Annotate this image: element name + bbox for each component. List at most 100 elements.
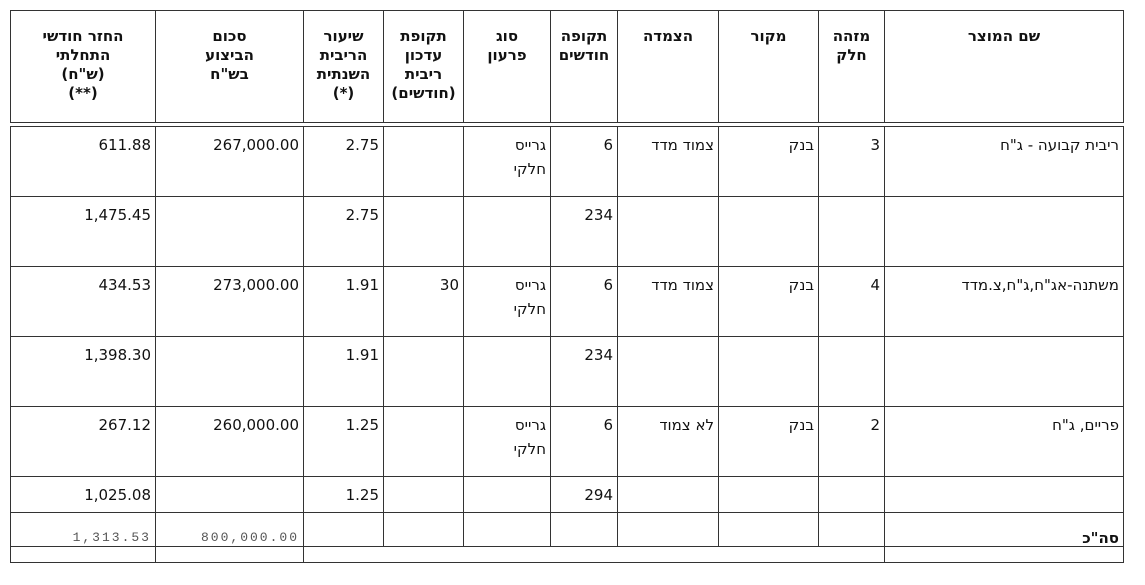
cell-text: צמוד מדד (651, 276, 714, 294)
header-text: מזהה (832, 27, 871, 45)
cell-text: 434.53 (98, 276, 152, 294)
row: משתנה-אג"ח,ג"ח,צ.מדד 4 בנק צמוד מדד 6 גרייס ח… (10, 266, 1124, 337)
header-cell: שיעור הריבית השנתית (*) (303, 10, 384, 123)
header-text: (ש"ח) (61, 65, 105, 83)
body-table: ריבית קבועה - ג"ח 3 בנק צמוד מדד 6 גרייס חלקי… (10, 126, 1124, 547)
cell (718, 336, 819, 407)
header-text: שם המוצר (967, 27, 1041, 45)
cell-text: בנק (788, 136, 814, 154)
cell: 267,000.00 (155, 126, 304, 197)
header-text: סכום (212, 27, 247, 45)
cell-text: 234 (584, 346, 613, 364)
cell-text: 267.12 (98, 416, 152, 434)
cell: 2.75 (303, 196, 384, 267)
cell: בנק (718, 266, 819, 337)
cell: 1,313.53 (10, 512, 156, 563)
cell-text: 273,000.00 (213, 276, 299, 294)
cell (383, 406, 464, 477)
cell-text: גרייס חלקי (513, 276, 546, 318)
header-row: שם המוצר מזהה חלק מקור הצמדה תקופה חודשים סוג פר… (10, 10, 1124, 123)
cell: לא צמוד (617, 406, 719, 477)
cell-text: ריבית קבועה - ג"ח (1000, 136, 1119, 154)
cell (463, 196, 551, 267)
header-text: (**) (68, 84, 98, 102)
cell: 6 (550, 266, 618, 337)
cell: 611.88 (10, 126, 156, 197)
cell-text: 1.91 (345, 276, 379, 294)
cell: 1.91 (303, 336, 384, 407)
header-text: הצמדה (642, 27, 694, 45)
cell-text: 1,398.30 (84, 346, 151, 364)
cell: 267.12 (10, 406, 156, 477)
cell: 434.53 (10, 266, 156, 337)
cell-text: גרייס חלקי (513, 416, 546, 458)
cell-text: גרייס חלקי (513, 136, 546, 178)
cell-text: פריים, ג"ח (1052, 416, 1119, 434)
cell: 6 (550, 406, 618, 477)
cell (383, 126, 464, 197)
cell: 1,398.30 (10, 336, 156, 407)
cell: גרייס חלקי (463, 126, 551, 197)
cell-text: 294 (584, 486, 613, 504)
cell-text: 1.25 (345, 486, 379, 504)
cell (718, 196, 819, 267)
cell (617, 336, 719, 407)
total-monthly: 1,313.53 (72, 530, 151, 545)
header-cell: תקופת עדכון ריבית (חודשים) (383, 10, 464, 123)
cell (818, 336, 885, 407)
total-table: סה"כ 800,000.00 1,313.53 (10, 512, 1124, 563)
header-cell: שם המוצר (884, 10, 1124, 123)
header-text: סוג (495, 27, 519, 45)
cell-text: בנק (788, 416, 814, 434)
cell: גרייס חלקי (463, 266, 551, 337)
cell-text: 1.91 (345, 346, 379, 364)
header-table: שם המוצר מזהה חלק מקור הצמדה תקופה חודשים סוג פר… (10, 10, 1124, 123)
cell (383, 336, 464, 407)
cell (463, 336, 551, 407)
header-text: פרעון (487, 46, 527, 64)
cell-text: 30 (439, 276, 459, 294)
cell-text: 6 (603, 136, 613, 154)
cell: משתנה-אג"ח,ג"ח,צ.מדד (884, 266, 1124, 337)
cell-text: לא צמוד (659, 416, 714, 434)
header-cell: סוג פרעון (463, 10, 551, 123)
header-text: בש"ח (210, 65, 249, 83)
cell-text: 6 (603, 276, 613, 294)
cell (884, 336, 1124, 407)
cell (818, 196, 885, 267)
total-label: סה"כ (1082, 528, 1119, 547)
header-text: החזר חודשי (42, 27, 124, 45)
cell-text: 234 (584, 206, 613, 224)
header-text: (*) (332, 84, 355, 102)
cell (383, 196, 464, 267)
row: 234 1.91 1,398.30 (10, 336, 1124, 407)
cell-text: 6 (603, 416, 613, 434)
header-text: חלק (836, 46, 867, 64)
cell: 3 (818, 126, 885, 197)
cell: 2 (818, 406, 885, 477)
header-text: הביצוע (205, 46, 254, 64)
cell-text: 2 (870, 416, 880, 434)
header-text: תקופת (400, 27, 447, 45)
header-text: ריבית (404, 65, 443, 83)
header-cell: תקופה חודשים (550, 10, 618, 123)
row: ריבית קבועה - ג"ח 3 בנק צמוד מדד 6 גרייס חלקי… (10, 126, 1124, 197)
header-cell: הצמדה (617, 10, 719, 123)
cell: סה"כ (884, 512, 1124, 563)
header-text: מקור (750, 27, 787, 45)
cell: 30 (383, 266, 464, 337)
cell: 1,475.45 (10, 196, 156, 267)
cell (303, 512, 885, 563)
cell: 2.75 (303, 126, 384, 197)
header-text: תקופה (560, 27, 608, 45)
cell: צמוד מדד (617, 126, 719, 197)
header-cell: סכום הביצוע בש"ח (155, 10, 304, 123)
cell: 1.25 (303, 406, 384, 477)
cell: גרייס חלקי (463, 406, 551, 477)
cell: 4 (818, 266, 885, 337)
cell-text: משתנה-אג"ח,ג"ח,צ.מדד (961, 276, 1119, 294)
cell: 6 (550, 126, 618, 197)
cell: פריים, ג"ח (884, 406, 1124, 477)
header-text: הריבית (319, 46, 368, 64)
cell-text: 1,475.45 (84, 206, 151, 224)
